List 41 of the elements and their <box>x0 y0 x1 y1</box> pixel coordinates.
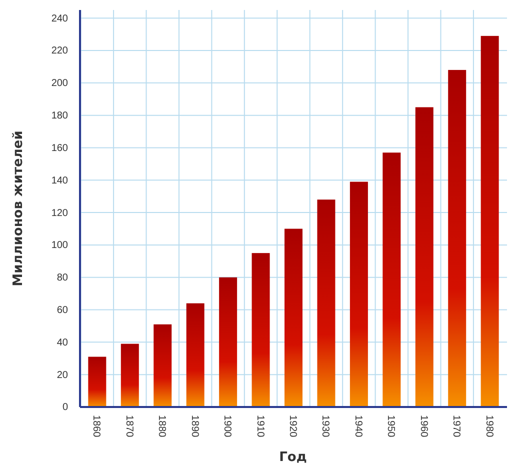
y-tick-label: 120 <box>51 208 68 219</box>
bar <box>415 107 434 407</box>
y-tick-label: 160 <box>51 142 68 154</box>
x-tick-label: 1970 <box>450 415 462 438</box>
x-tick-label: 1960 <box>418 415 429 438</box>
y-tick-label: 40 <box>56 337 68 348</box>
x-tick-label: 1930 <box>320 415 331 438</box>
y-tick-label: 100 <box>51 240 68 252</box>
y-tick-label: 140 <box>51 175 68 186</box>
y-tick-label: 60 <box>56 304 68 316</box>
bar <box>120 344 139 407</box>
y-tick-label: 0 <box>62 402 68 414</box>
bar <box>154 324 172 407</box>
bar <box>186 303 204 407</box>
y-tick-label: 180 <box>51 110 68 122</box>
bar <box>88 356 106 407</box>
bar <box>219 277 238 407</box>
x-tick-label: 1940 <box>352 415 364 438</box>
y-tick-label: 20 <box>56 370 68 381</box>
y-tick-label: 80 <box>56 272 68 284</box>
bar <box>448 70 466 407</box>
y-tick-label: 200 <box>51 78 68 90</box>
x-tick-label: 1870 <box>123 415 134 438</box>
y-tick-label: 220 <box>51 46 68 57</box>
y-tick-label: 240 <box>51 13 68 24</box>
x-tick-label: 1980 <box>483 415 494 438</box>
bar <box>317 200 336 407</box>
x-axis-title: Год <box>279 450 307 465</box>
x-tick-label: 1950 <box>385 415 396 438</box>
x-tick-label: 1910 <box>254 415 266 438</box>
x-tick-label: 1890 <box>188 415 200 438</box>
bar <box>350 182 368 407</box>
bar <box>480 36 499 407</box>
y-axis-title: Миллионов жителей <box>11 130 26 286</box>
x-tick-label: 1880 <box>156 415 168 438</box>
bar <box>252 253 270 407</box>
x-tick-label: 1900 <box>222 415 233 438</box>
x-tick-label: 1860 <box>90 415 102 438</box>
x-tick-label: 1920 <box>287 415 298 438</box>
bar <box>382 152 401 407</box>
bar <box>284 228 302 407</box>
